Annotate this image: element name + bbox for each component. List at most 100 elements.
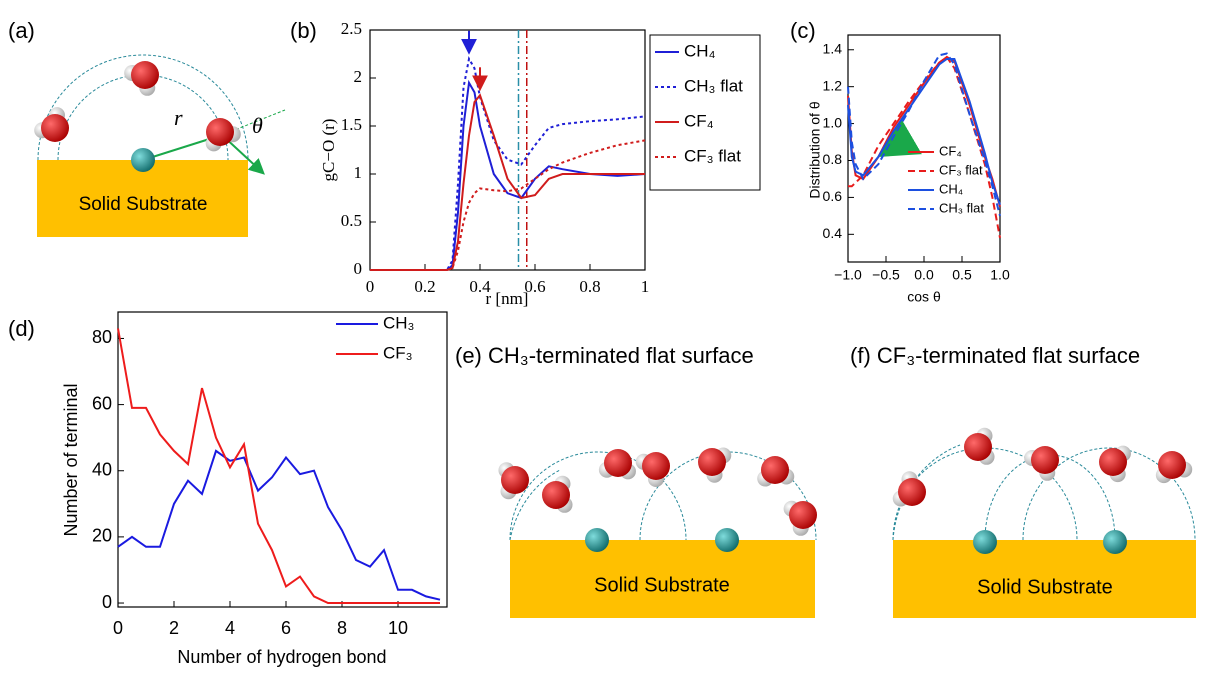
x-tick-label: 8 [337,618,347,638]
panel-label: (b) [290,18,317,43]
x-tick-label: −1.0 [834,267,862,283]
x-tick-label: 6 [281,618,291,638]
y-tick-label: 20 [92,526,112,546]
y-axis-label: gC−O (r) [319,119,338,182]
series-line [370,93,645,271]
x-tick-label: 1.0 [990,267,1010,283]
y-tick-label: 60 [92,393,112,413]
y-tick-label: 1.0 [823,114,843,130]
oxygen [604,449,632,477]
y-tick-label: 0 [354,259,363,278]
y-tick-label: 1.2 [823,77,843,93]
x-tick-label: 0 [113,618,123,638]
x-tick-label: 0.8 [579,277,600,296]
y-tick-label: 1.5 [341,115,362,134]
y-tick-label: 0 [102,592,112,612]
theta-label: θ [252,113,263,138]
series-line [847,52,1001,217]
series-line [370,55,646,271]
oxygen [542,481,570,509]
oxygen [501,466,529,494]
x-tick-label: 0 [366,277,375,296]
y-tick-label: 2 [354,67,363,86]
arc [37,54,249,161]
x-tick-label: 2 [169,618,179,638]
substrate [510,540,815,618]
substrate [893,540,1196,618]
y-tick-label: 1 [354,163,363,182]
series-line [370,79,646,271]
series-line [117,328,440,604]
series-line [847,55,1001,207]
series-line [370,139,646,271]
carbon [973,530,997,554]
legend-label: CH₄ [684,41,716,60]
carbon [131,148,155,172]
y-tick-label: 0.4 [823,225,843,241]
x-tick-label: 0.2 [414,277,435,296]
substrate [37,160,248,237]
legend-label: CF₄ [684,111,714,130]
panel-title: (e) CH₃-terminated flat surface [455,343,754,368]
x-tick-label: 1 [641,277,650,296]
oxygen [206,118,234,146]
oxygen [131,61,159,89]
legend-label: CF₄ [939,143,962,158]
plot-frame [117,311,448,608]
panel-title: (f) CF₃-terminated flat surface [850,343,1140,368]
y-tick-label: 0.8 [823,151,843,167]
x-axis-label: Number of hydrogen bond [177,647,386,667]
substrate-label: Solid Substrate [594,574,730,596]
r-label: r [174,105,183,130]
plot-frame [369,29,646,271]
x-tick-label: 0.6 [524,277,545,296]
series-line [847,58,1001,206]
oxygen [41,114,69,142]
substrate-label: Solid Substrate [977,576,1113,598]
y-tick-label: 40 [92,459,112,479]
y-axis-label: Distribution of θ [807,101,823,198]
y-tick-label: 2.5 [341,19,362,38]
y-tick-label: 0.5 [341,211,362,230]
x-tick-label: 4 [225,618,235,638]
oxygen [1158,451,1186,479]
oxygen [898,478,926,506]
legend-label: CH₄ [939,181,963,196]
x-tick-label: 10 [388,618,408,638]
x-axis-label: r [nm] [486,289,529,308]
panel-label: (d) [8,316,35,341]
carbon [585,528,609,552]
y-axis-label: Number of terminal [61,383,81,536]
oxygen [964,433,992,461]
oxygen [1099,448,1127,476]
oxygen [698,448,726,476]
legend-label: CF₃ [383,343,413,362]
oxygen [789,501,817,529]
plot-frame [847,34,1001,263]
substrate-label: Solid Substrate [79,194,208,215]
legend-label: CH₃ flat [684,76,743,95]
series-line [117,449,441,601]
x-tick-label: 0.5 [952,267,972,283]
legend-label: CF₃ flat [939,162,983,177]
arc [509,451,817,541]
carbon [1103,530,1127,554]
legend-label: CF₃ flat [684,146,741,165]
x-tick-label: 0.0 [914,267,934,283]
legend-box [649,34,761,191]
oxygen [642,452,670,480]
panel-label: (a) [8,18,35,43]
oxygen [1031,446,1059,474]
oxygen [761,456,789,484]
panel-label: (c) [790,18,816,43]
y-tick-label: 0.6 [823,188,843,204]
carbon [715,528,739,552]
y-tick-label: 80 [92,327,112,347]
annotation-arrow [877,119,922,158]
legend-label: CH₃ [383,313,414,332]
x-tick-label: −0.5 [872,267,900,283]
y-tick-label: 1.4 [823,40,843,56]
legend-label: CH₃ flat [939,200,984,215]
x-axis-label: cos θ [907,289,941,305]
